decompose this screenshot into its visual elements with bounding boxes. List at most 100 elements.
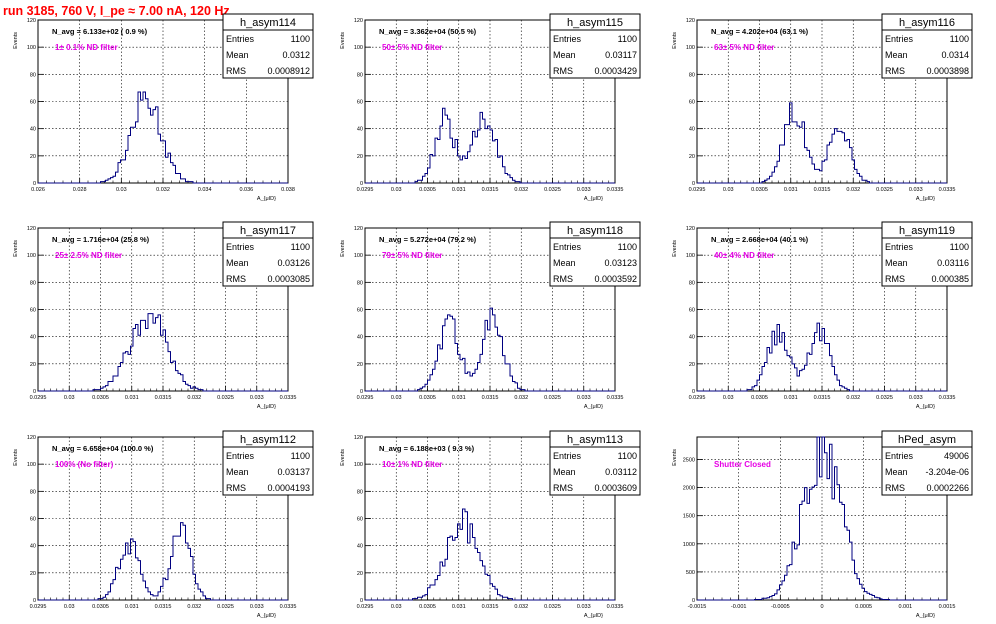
y-axis-label: Events: [13, 449, 19, 466]
stat-value: 0.0003592: [594, 274, 637, 284]
stat-value: 1100: [291, 451, 310, 461]
y-tick-label: 1000: [683, 542, 695, 548]
y-tick-label: 0: [692, 389, 695, 395]
stat-value: 0.03123: [604, 258, 637, 268]
stat-value: 49006: [944, 451, 969, 461]
y-tick-label: 120: [686, 226, 695, 232]
x-tick-label: 0.0315: [482, 187, 499, 193]
histogram-panel-h_asym116: 0.0295 0.03 0.0305 0.031 0.0315 0.032 0.0325 0.…: [672, 13, 973, 202]
stat-label: Entries: [226, 451, 255, 461]
x-tick-label: 0.032: [514, 187, 528, 193]
stat-label: Entries: [553, 451, 582, 461]
y-tick-label: 0: [692, 181, 695, 187]
y-tick-label: 120: [686, 18, 695, 24]
histogram-line: [365, 107, 615, 184]
y-tick-label: 20: [689, 154, 695, 160]
x-tick-label: 0.036: [239, 187, 253, 193]
stat-value: 0.03116: [937, 258, 969, 268]
x-tick-label: 0.03: [391, 395, 402, 401]
y-tick-label: 20: [30, 154, 36, 160]
x-tick-label: 0.0335: [280, 395, 297, 401]
x-tick-label: 0.038: [281, 187, 295, 193]
stat-value: 0.03137: [277, 467, 310, 477]
y-tick-label: 500: [686, 570, 695, 576]
x-tick-label: 0.032: [846, 395, 860, 401]
y-tick-label: 0: [33, 598, 36, 604]
stat-label: Mean: [226, 467, 249, 477]
filter-label: 63± 5% ND filter: [714, 43, 774, 52]
y-tick-label: 80: [357, 72, 363, 78]
x-tick-label: 0.0295: [30, 395, 47, 401]
y-tick-label: 40: [357, 127, 363, 133]
stat-label: RMS: [885, 66, 905, 76]
histogram-panel-h_asym117: 0.0295 0.03 0.0305 0.031 0.0315 0.032 0.0325 0.…: [13, 221, 314, 410]
stat-value: 0.03126: [277, 258, 310, 268]
stat-label: Mean: [885, 50, 908, 60]
x-tick-label: 0.033: [577, 604, 591, 610]
y-tick-label: 100: [686, 253, 695, 259]
x-tick-label: 0.03: [116, 187, 127, 193]
y-tick-label: 100: [354, 462, 363, 468]
histogram-panel-h_asym119: 0.0295 0.03 0.0305 0.031 0.0315 0.032 0.0325 0.…: [672, 221, 973, 410]
x-tick-label: 0.0295: [30, 604, 47, 610]
filter-label: Shutter Closed: [714, 460, 771, 469]
x-tick-label: 0.0305: [419, 187, 436, 193]
stat-value: 0.0003085: [267, 274, 310, 284]
stats-box: [881, 221, 973, 287]
y-tick-label: 120: [27, 226, 36, 232]
x-tick-label: 0.0295: [357, 187, 374, 193]
x-tick-label: 0.0305: [419, 395, 436, 401]
histogram-panel-h_asym115: 0.0295 0.03 0.0305 0.031 0.0315 0.032 0.0325 0.…: [340, 13, 641, 202]
hist-name: h_asym114: [240, 17, 296, 29]
y-tick-label: 40: [30, 335, 36, 341]
x-tick-label: 0.0315: [814, 395, 831, 401]
y-tick-label: 40: [357, 544, 363, 550]
x-tick-label: 0.0305: [751, 187, 768, 193]
stats-box: [222, 430, 314, 496]
x-tick-label: 0.033: [250, 395, 264, 401]
x-tick-label: 0.032: [514, 604, 528, 610]
x-tick-label: 0.0305: [92, 395, 109, 401]
y-tick-label: 20: [357, 571, 363, 577]
y-tick-label: 100: [27, 462, 36, 468]
x-tick-label: 0.0305: [419, 604, 436, 610]
stat-value: 1100: [618, 242, 637, 252]
stat-label: Entries: [553, 242, 582, 252]
y-tick-label: 20: [30, 362, 36, 368]
y-tick-label: 120: [354, 226, 363, 232]
x-tick-label: 0.0295: [689, 395, 706, 401]
y-tick-label: 40: [689, 127, 695, 133]
x-tick-label: 0.0335: [939, 395, 956, 401]
y-tick-label: 60: [357, 100, 363, 106]
x-tick-label: 0: [820, 604, 823, 610]
filter-label: 40± 4% ND filter: [714, 251, 774, 260]
stat-label: RMS: [226, 274, 246, 284]
x-tick-label: 0.0305: [92, 604, 109, 610]
stat-label: RMS: [226, 66, 246, 76]
y-tick-label: 80: [357, 489, 363, 495]
stat-label: RMS: [553, 483, 573, 493]
histogram-panel-h_asym113: 0.0295 0.03 0.0305 0.031 0.0315 0.032 0.0325 0.…: [340, 430, 641, 619]
y-tick-label: 60: [30, 517, 36, 523]
x-tick-label: 0.0335: [607, 187, 624, 193]
y-tick-label: 100: [686, 45, 695, 51]
stat-value: 0.0003898: [926, 66, 969, 76]
x-axis-label: A_{μID}: [257, 196, 276, 202]
y-tick-label: 0: [692, 598, 695, 604]
x-tick-label: -0.001: [731, 604, 747, 610]
stat-label: RMS: [885, 483, 905, 493]
x-tick-label: 0.0295: [357, 604, 374, 610]
x-tick-label: 0.028: [73, 187, 87, 193]
filter-label: 50± 5% ND filter: [382, 43, 442, 52]
x-tick-label: 0.03: [64, 395, 75, 401]
x-tick-label: 0.001: [898, 604, 912, 610]
x-tick-label: 0.0325: [217, 604, 234, 610]
n-avg-label: N_avg = 6.188e+03 ( 9.3 %): [379, 444, 475, 453]
y-tick-label: 40: [689, 335, 695, 341]
y-axis-label: Events: [672, 449, 678, 466]
y-tick-label: 40: [30, 127, 36, 133]
x-tick-label: 0.0315: [482, 395, 499, 401]
y-tick-label: 100: [354, 45, 363, 51]
hist-name: h_asym117: [240, 225, 296, 237]
x-tick-label: 0.03: [723, 395, 734, 401]
